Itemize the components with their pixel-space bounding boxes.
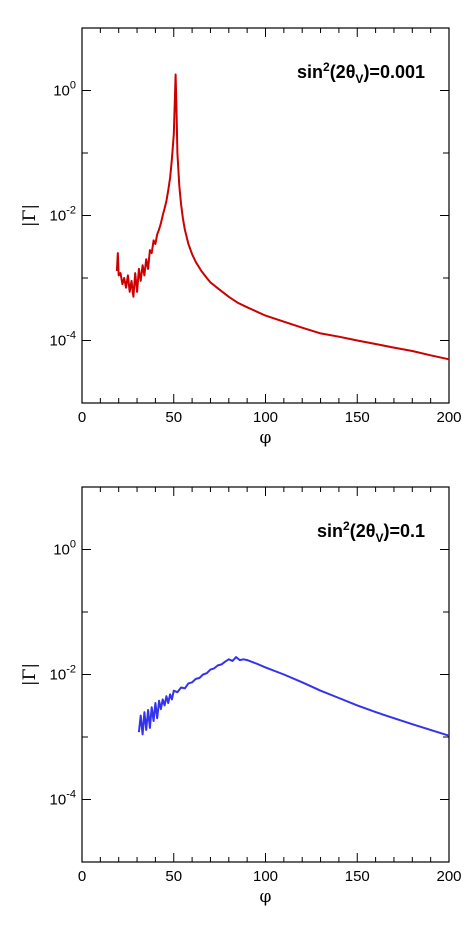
chart-top: 0 50 100 150 200 100 10-2 10-4 φ |Γ| sin2(2θV)=0.0… <box>20 27 462 448</box>
annotation-label: sin2(2θV)=0.1 <box>317 519 425 545</box>
y-axis-label: |Γ| <box>20 663 40 686</box>
x-tick-label: 0 <box>78 868 86 885</box>
x-tick-label: 0 <box>78 409 86 426</box>
y-tick-label: 10-4 <box>50 789 76 809</box>
y-tick-label: 10-4 <box>50 330 76 350</box>
x-tick-label: 50 <box>165 409 182 426</box>
x-tick-label: 50 <box>165 868 182 885</box>
x-tick-label: 100 <box>253 868 278 885</box>
series-line-2 <box>137 656 450 737</box>
series-line-1 <box>115 73 450 361</box>
annotation-label: sin2(2θV)=0.001 <box>297 60 425 86</box>
x-axis-label: φ <box>260 428 272 448</box>
y-tick-label: 10-2 <box>50 664 76 684</box>
x-axis-label: φ <box>260 887 272 907</box>
chart-bottom: 0 50 100 150 200 100 10-2 10-4 φ |Γ| sin2(2θV)=0.1 <box>20 486 462 907</box>
x-tick-label: 200 <box>436 409 461 426</box>
y-axis-label: |Γ| <box>20 204 40 227</box>
plot-frame <box>81 486 450 863</box>
x-tick-label: 150 <box>345 409 370 426</box>
x-tick-label: 150 <box>345 868 370 885</box>
y-tick-label: 100 <box>53 80 76 100</box>
x-tick-label: 100 <box>253 409 278 426</box>
y-tick-label: 100 <box>53 539 76 559</box>
x-tick-label: 200 <box>436 868 461 885</box>
y-tick-label: 10-2 <box>50 205 76 225</box>
